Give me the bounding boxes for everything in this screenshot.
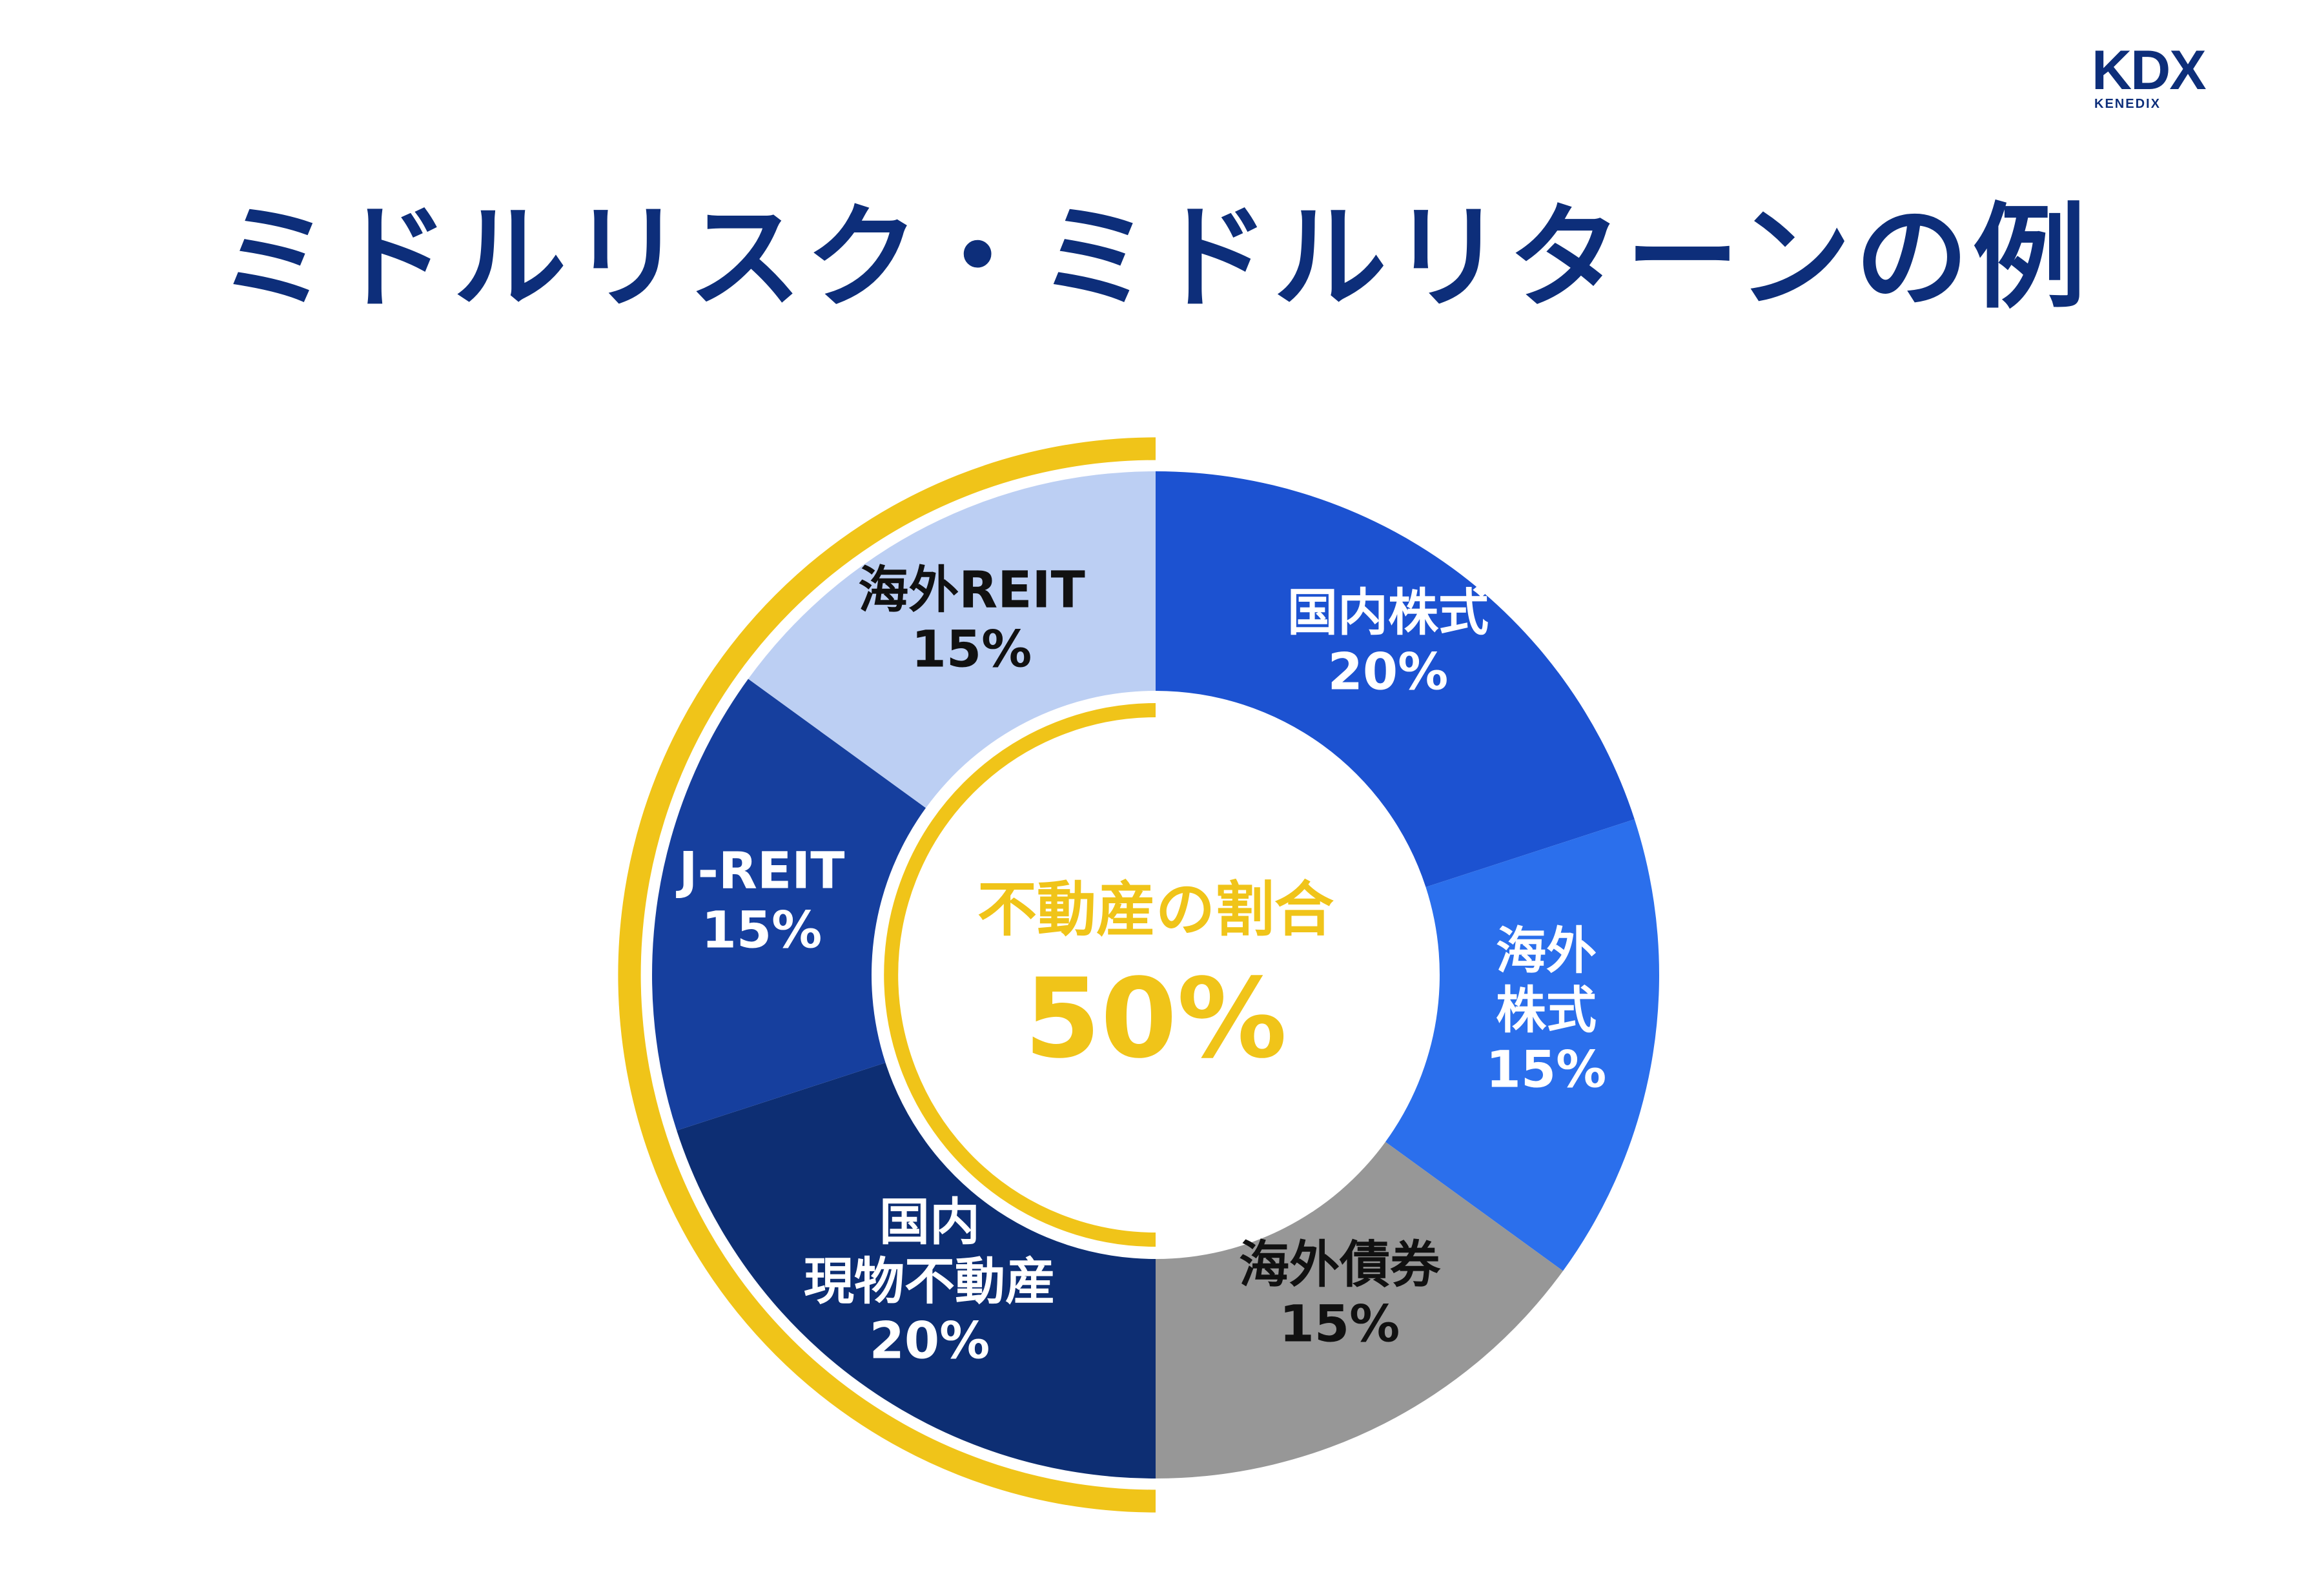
slice-label-4: J-REIT 15% <box>676 842 845 959</box>
slice-label-1: 海外株式 15% <box>1486 922 1607 1099</box>
page-title: ミドルリスク・ミドルリターンの例 <box>218 192 2090 324</box>
logo-wordmark: KDX <box>2092 39 2207 101</box>
logo-subtext: KENEDIX <box>2094 97 2161 111</box>
slice-label-2: 海外債券 15% <box>1239 1236 1441 1353</box>
slice-5 <box>748 471 1156 808</box>
highlight-outer-arc <box>618 437 1156 1513</box>
center-label: 不動産の割合 <box>977 875 1334 944</box>
slice-name-2: 海外債券 <box>1239 1236 1441 1294</box>
slice-name-3: 国内 <box>879 1193 980 1251</box>
slice-label-3: 国内現物不動産 20% <box>804 1193 1056 1370</box>
slice-2 <box>1156 1141 1564 1478</box>
slice-label-5: 海外REIT 15% <box>858 561 1085 679</box>
kdx-logo: KDX KENEDIX <box>2092 43 2253 114</box>
slice-value-2: 15% <box>1280 1295 1400 1353</box>
center-value: 50% <box>1025 955 1287 1083</box>
slice-name-1: 株式 <box>1496 981 1597 1039</box>
slice-4 <box>651 679 926 1131</box>
slice-value-3: 20% <box>870 1312 990 1370</box>
slice-0 <box>1156 471 1635 888</box>
slice-3 <box>677 1062 1156 1478</box>
slice-name-4: J-REIT <box>676 842 845 900</box>
slice-value-0: 20% <box>1328 643 1449 701</box>
slice-value-5: 15% <box>912 620 1032 679</box>
highlight-inner-arc <box>884 703 1156 1247</box>
slice-value-1: 15% <box>1486 1041 1607 1099</box>
slice-value-4: 15% <box>702 901 822 959</box>
slice-name-5: 海外REIT <box>858 561 1085 619</box>
slice-name-3: 現物不動産 <box>804 1253 1056 1311</box>
slice-label-0: 国内株式 20% <box>1287 584 1489 701</box>
slice-name-1: 海外 <box>1496 922 1597 980</box>
donut-slices <box>651 471 1659 1478</box>
slice-name-0: 国内株式 <box>1287 584 1489 642</box>
slice-1 <box>1385 819 1659 1271</box>
